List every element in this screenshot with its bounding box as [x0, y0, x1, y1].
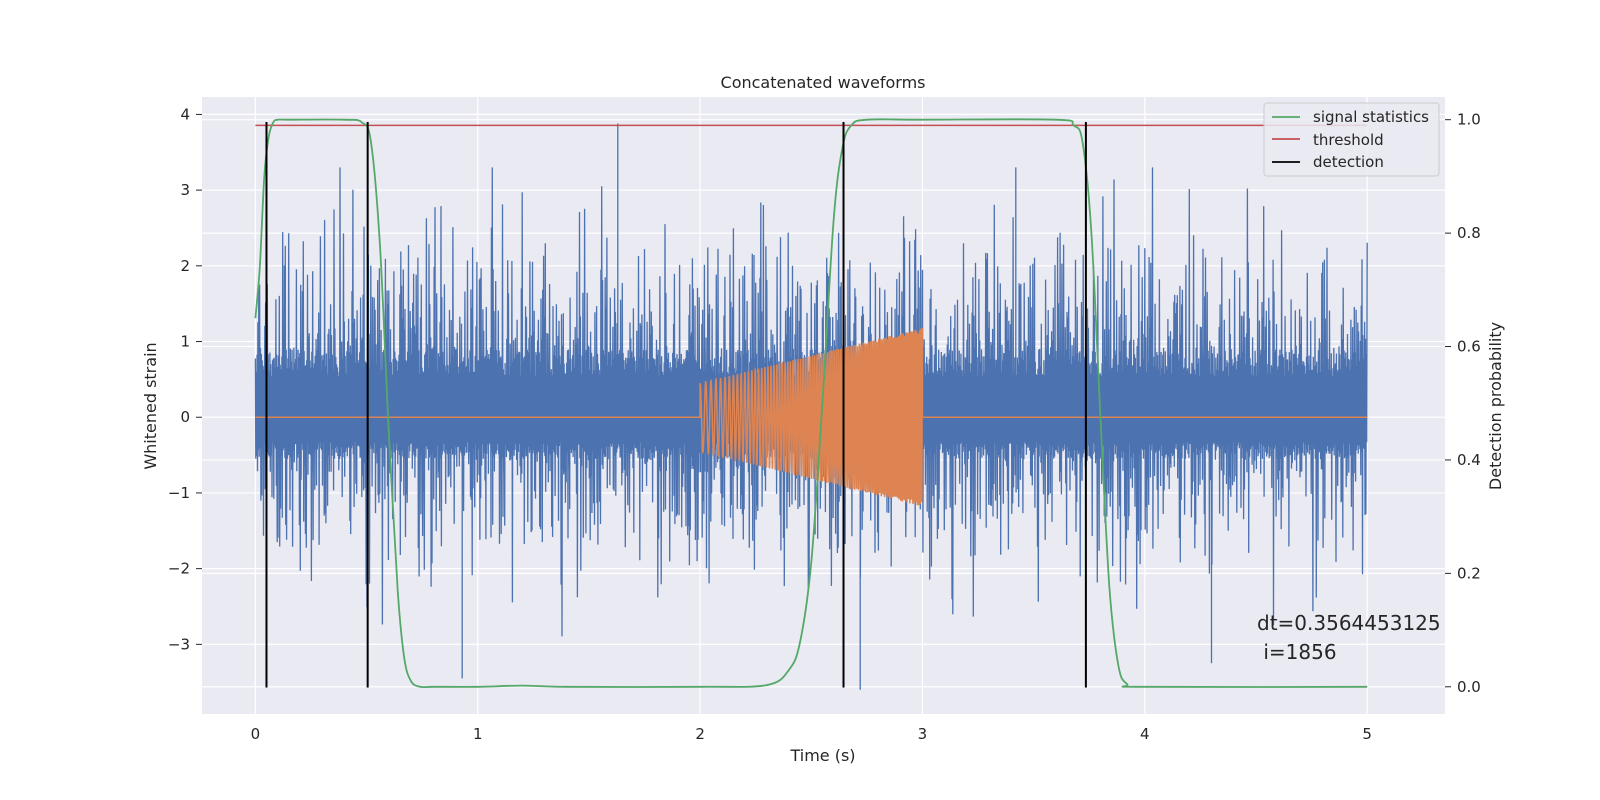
y-tick-label: −3: [168, 635, 190, 653]
series-noise-line: [254, 123, 1368, 690]
x-tick-label: 2: [695, 725, 705, 743]
left-y-axis-ticks: −3 −2 −1 0 1 2 3 4: [168, 105, 202, 653]
x-tick-label: 0: [251, 725, 261, 743]
y-tick-label: −1: [168, 484, 190, 502]
y-tick-label: 1: [180, 333, 190, 351]
y2-tick-label: 0.4: [1457, 451, 1481, 469]
x-axis-label: Time (s): [789, 746, 855, 765]
y-axis-label: Whitened strain: [141, 342, 160, 469]
x-tick-label: 3: [918, 725, 928, 743]
y2-axis-label: Detection probability: [1486, 322, 1505, 490]
y-tick-label: 3: [180, 181, 190, 199]
legend-label-detection: detection: [1313, 153, 1384, 171]
y2-tick-label: 1.0: [1457, 111, 1481, 129]
y2-tick-label: 0.8: [1457, 224, 1481, 242]
annotation-i: i=1856: [1257, 640, 1337, 664]
annotation-dt: dt=0.3564453125: [1257, 611, 1441, 635]
series-waveform-line: [255, 327, 1368, 506]
annotation: dt=0.3564453125 i=1856: [1257, 611, 1441, 664]
series-signal-statistics-line: [254, 118, 1368, 689]
x-axis-ticks: 0 1 2 3 4 5: [251, 725, 1372, 743]
legend-label-signal-statistics: signal statistics: [1313, 108, 1429, 126]
data-traces: [254, 118, 1368, 690]
chart-title: Concatenated waveforms: [721, 73, 926, 92]
y-tick-label: −2: [168, 560, 190, 578]
x-tick-label: 4: [1140, 725, 1150, 743]
y-tick-label: 0: [180, 408, 190, 426]
right-y-axis-ticks: 0.0 0.2 0.4 0.6 0.8 1.0: [1445, 111, 1481, 696]
y2-tick-label: 0.0: [1457, 678, 1481, 696]
x-tick-label: 5: [1362, 725, 1372, 743]
y2-tick-label: 0.2: [1457, 564, 1481, 582]
y-tick-label: 2: [180, 257, 190, 275]
x-tick-label: 1: [473, 725, 483, 743]
y2-tick-label: 0.6: [1457, 338, 1481, 356]
legend: signal statistics threshold detection: [1263, 102, 1440, 177]
legend-box: [1263, 102, 1440, 177]
y-tick-label: 4: [180, 105, 190, 123]
legend-label-threshold: threshold: [1313, 131, 1384, 149]
